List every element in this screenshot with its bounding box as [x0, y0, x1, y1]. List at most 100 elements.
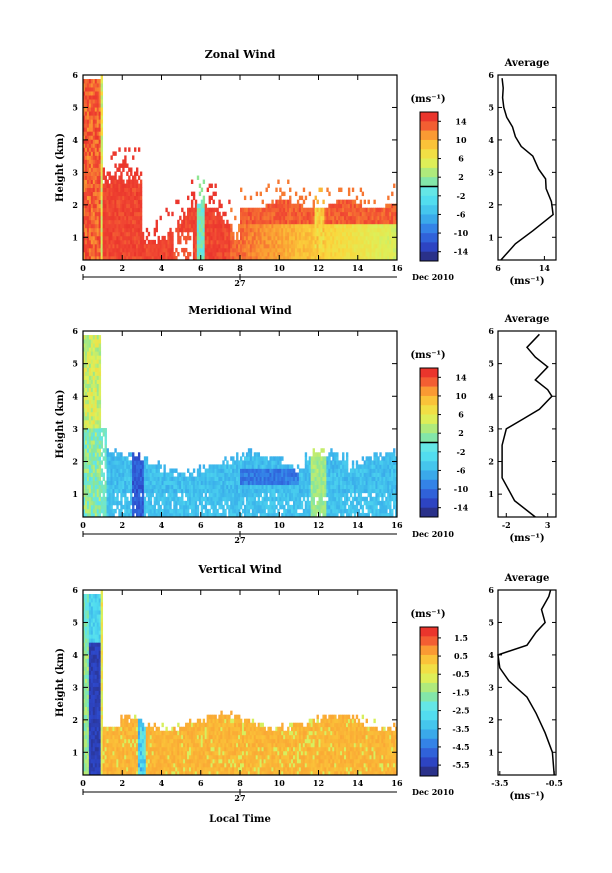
heatmap-cell: [334, 211, 337, 217]
heatmap-cell: [395, 207, 398, 213]
heatmap-cell: [157, 484, 160, 490]
heatmap-cell: [149, 496, 153, 502]
heatmap-cell: [379, 484, 382, 490]
heatmap-cell: [98, 371, 102, 376]
heatmap-cell: [353, 496, 357, 502]
heatmap-cell: [340, 484, 343, 490]
heatmap-cell: [208, 484, 211, 490]
heatmap-cell: [277, 203, 280, 209]
heatmap-cell: [106, 496, 109, 502]
heatmap-cell: [188, 251, 192, 257]
heatmap-cell: [159, 472, 162, 477]
heatmap-cell: [273, 464, 276, 469]
heatmap-cell: [194, 239, 198, 245]
heatmap-cell: [94, 91, 98, 96]
heatmap-cell: [159, 492, 162, 498]
heatmap-cell: [245, 255, 249, 261]
heatmap-cell: [253, 207, 257, 213]
heatmap-cell: [110, 179, 113, 184]
heatmap-cell: [279, 480, 282, 486]
heatmap-cell: [322, 251, 325, 257]
heatmap-cell: [96, 403, 100, 409]
heatmap-cell: [167, 492, 170, 498]
heatmap-cell: [206, 239, 209, 245]
heatmap-cell: [98, 139, 102, 144]
heatmap-cell: [220, 251, 223, 257]
heatmap-cell: [100, 171, 104, 176]
heatmap-cell: [263, 512, 266, 518]
heatmap-cell: [94, 87, 98, 92]
y-tick-label: 1: [72, 232, 78, 242]
heatmap-cell: [112, 251, 115, 257]
heatmap-cell: [316, 255, 319, 261]
heatmap-cell: [112, 187, 115, 193]
heatmap-cell: [100, 199, 104, 205]
heatmap-cell: [316, 199, 319, 205]
heatmap-cell: [296, 243, 300, 249]
heatmap-cell: [202, 239, 206, 245]
heatmap-cell: [86, 452, 90, 457]
heatmap-cell: [334, 255, 337, 261]
heatmap-cell: [322, 235, 325, 241]
heatmap-cell: [261, 488, 264, 494]
heatmap-cell: [86, 183, 90, 189]
heatmap-cell: [83, 343, 86, 348]
heatmap-cell: [179, 488, 182, 494]
heatmap-cell: [86, 508, 90, 514]
heatmap-cell: [318, 247, 321, 253]
heatmap-cell: [183, 219, 186, 225]
heatmap-cell: [94, 355, 98, 360]
heatmap-cell: [212, 255, 215, 261]
heatmap-cell: [220, 219, 223, 225]
heatmap-cell: [212, 488, 215, 494]
heatmap-cell: [357, 512, 361, 518]
heatmap-cell: [135, 255, 139, 261]
heatmap-cell: [265, 219, 268, 225]
heatmap-cell: [373, 199, 376, 205]
heatmap-cell: [247, 480, 251, 486]
heatmap-cell: [365, 480, 368, 486]
heatmap-cell: [253, 460, 257, 465]
heatmap-cell: [308, 227, 312, 233]
heatmap-cell: [351, 227, 355, 233]
heatmap-cell: [228, 488, 231, 494]
heatmap-cell: [98, 87, 102, 92]
heatmap-cell: [222, 496, 225, 502]
heatmap-cell: [92, 472, 96, 477]
heatmap-cell: [391, 508, 394, 514]
heatmap-cell: [224, 251, 227, 257]
heatmap-cell: [351, 480, 355, 486]
heatmap-cell: [171, 239, 174, 245]
heatmap-cell: [98, 335, 102, 340]
heatmap-cell: [365, 247, 368, 253]
heatmap-cell: [100, 187, 104, 193]
heatmap-cell: [367, 199, 370, 205]
heatmap-cell: [84, 227, 88, 233]
heatmap-cell: [369, 219, 372, 225]
heatmap-cell: [228, 508, 231, 514]
heatmap-cell: [218, 251, 221, 257]
heatmap-cell: [132, 191, 135, 197]
heatmap-cell: [98, 472, 102, 477]
heatmap-cell: [202, 247, 206, 253]
heatmap-cell: [116, 199, 119, 205]
heatmap-cell: [322, 243, 325, 249]
heatmap-cell: [226, 476, 229, 482]
heatmap-cell: [175, 500, 178, 506]
heatmap-cell: [330, 452, 333, 457]
heatmap-cell: [200, 508, 204, 514]
heatmap-cell: [222, 464, 225, 469]
heatmap-cell: [361, 191, 365, 197]
heatmap-cell: [92, 432, 96, 437]
heatmap-cell: [132, 231, 135, 237]
heatmap-cell: [159, 464, 162, 469]
heatmap-cell: [357, 211, 361, 217]
heatmap-cell: [132, 195, 135, 201]
heatmap-cell: [130, 219, 133, 225]
heatmap-cell: [365, 207, 368, 213]
heatmap-cell: [108, 508, 111, 514]
heatmap-cell: [204, 223, 208, 229]
heatmap-cell: [159, 215, 162, 221]
heatmap-cell: [365, 464, 368, 469]
heatmap-cell: [94, 111, 98, 116]
